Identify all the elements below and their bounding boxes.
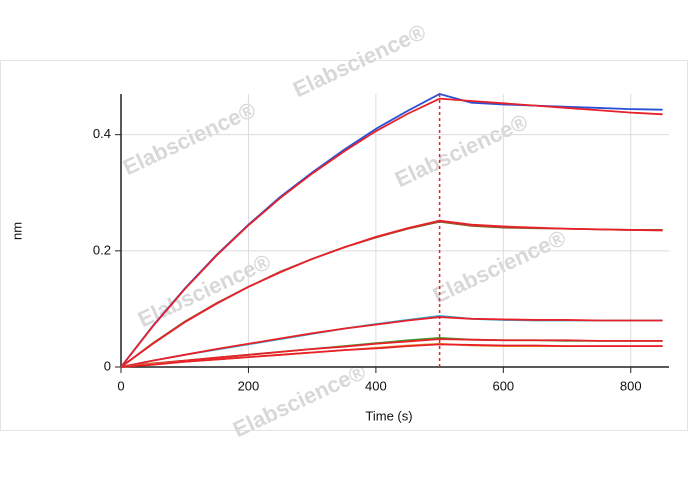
y-tick-label: 0.4 (93, 126, 111, 141)
series-line (120, 338, 663, 368)
y-tick-label: 0 (104, 358, 111, 373)
series-line (120, 316, 663, 368)
x-tick-label: 600 (492, 378, 514, 393)
series-line (120, 343, 663, 368)
x-tick-label: 800 (620, 378, 642, 393)
series-line (120, 219, 663, 368)
chart-frame (0, 60, 688, 431)
x-tick-label: 200 (238, 378, 260, 393)
x-tick-label: 400 (365, 378, 387, 393)
x-axis-label: Time (s) (365, 408, 412, 423)
x-tick-label: 0 (117, 378, 124, 393)
series-line (120, 97, 663, 368)
y-axis-label: nm (9, 222, 24, 240)
y-tick-label: 0.2 (93, 242, 111, 257)
